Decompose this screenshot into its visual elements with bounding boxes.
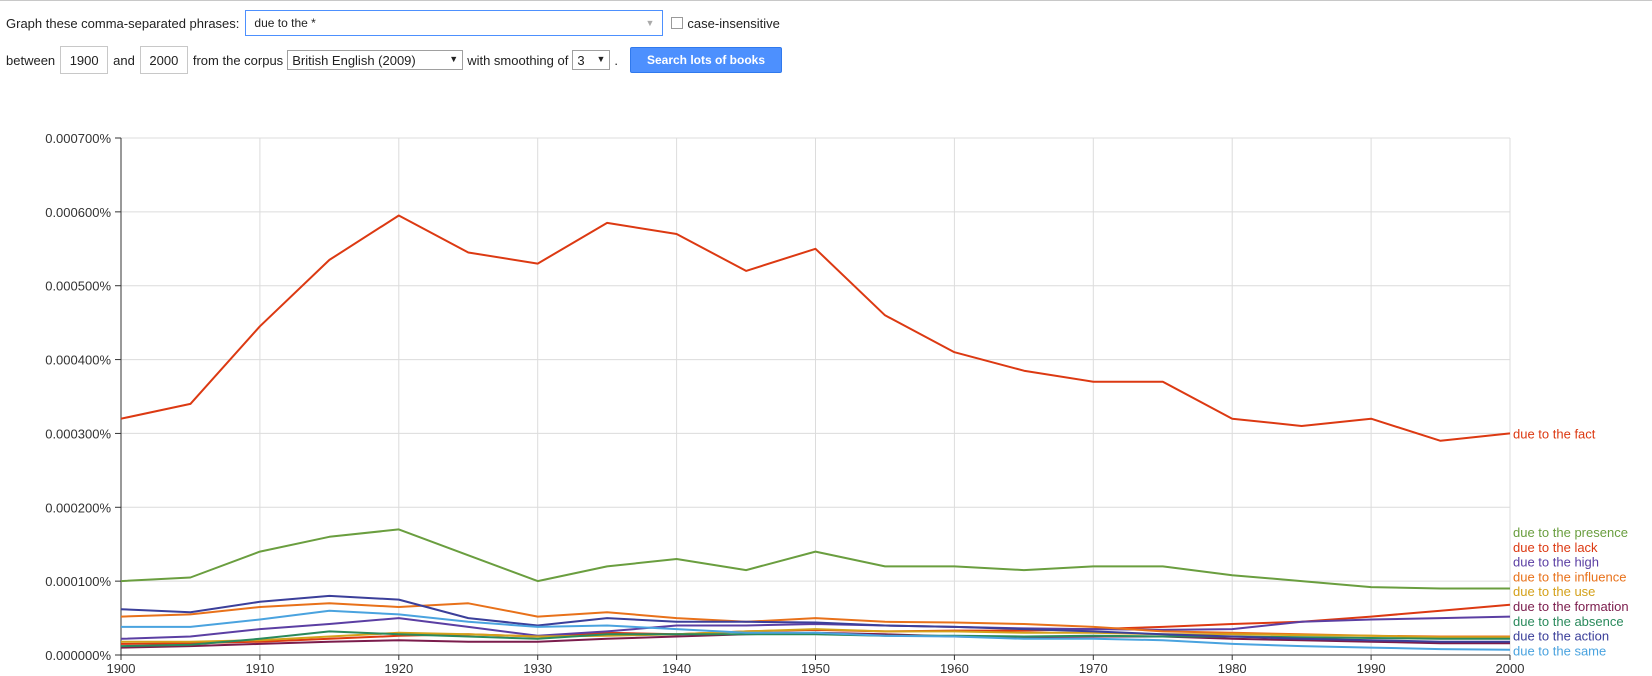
series-line-8 bbox=[120, 594, 1510, 643]
x-tick-label: 2000 bbox=[1496, 661, 1525, 676]
phrase-input[interactable]: due to the * ▼ bbox=[245, 10, 664, 36]
x-tick-label: 1950 bbox=[801, 661, 830, 676]
series-line-9 bbox=[121, 609, 1511, 651]
series-line-4 bbox=[120, 602, 1510, 638]
corpus-select[interactable]: British English (2009) ▼ bbox=[287, 50, 464, 70]
smoothing-select-value: 3 bbox=[577, 52, 585, 68]
chevron-down-icon: ▼ bbox=[596, 54, 606, 64]
legend-label: due to the presence bbox=[1513, 525, 1628, 540]
between-label: between bbox=[6, 52, 56, 68]
y-tick-label: 0.000200% bbox=[45, 500, 111, 515]
series-line-5 bbox=[121, 628, 1510, 643]
y-tick-label: 0.000100% bbox=[45, 574, 111, 589]
x-tick-label: 1970 bbox=[1079, 661, 1108, 676]
top-border bbox=[0, 0, 1652, 1]
y-tick-label: 0.000300% bbox=[45, 426, 111, 441]
x-tick-label: 1910 bbox=[245, 661, 274, 676]
case-insensitive-label: case-insensitive bbox=[687, 15, 780, 31]
y-tick-label: 0.000700% bbox=[45, 131, 111, 146]
x-tick-label: 1960 bbox=[940, 661, 969, 676]
y-tick-label: 0.000600% bbox=[45, 205, 111, 220]
x-tick-label: 1980 bbox=[1218, 661, 1247, 676]
smoothing-label: with smoothing of bbox=[467, 52, 569, 68]
y-tick-label: 0.000400% bbox=[45, 353, 111, 368]
legend-label: due to the high bbox=[1513, 555, 1599, 570]
legend-label: due to the action bbox=[1513, 629, 1609, 644]
legend-label: due to the formation bbox=[1513, 599, 1629, 614]
options-row: between 1900 and 2000 from the corpus Br… bbox=[6, 46, 782, 74]
prompt-label: Graph these comma-separated phrases: bbox=[6, 15, 240, 31]
and-label: and bbox=[113, 52, 135, 68]
search-button[interactable]: Search lots of books bbox=[629, 47, 782, 73]
start-year-input[interactable]: 1900 bbox=[60, 46, 109, 74]
legend-label: due to the absence bbox=[1513, 614, 1624, 629]
legend-label: due to the same bbox=[1513, 643, 1606, 658]
corpus-select-value: British English (2009) bbox=[292, 52, 416, 68]
phrase-input-value: due to the * bbox=[254, 16, 316, 30]
query-row: Graph these comma-separated phrases: due… bbox=[6, 9, 780, 37]
legend-label: due to the fact bbox=[1513, 426, 1596, 441]
y-tick-label: 0.000500% bbox=[45, 279, 111, 294]
end-year-input[interactable]: 2000 bbox=[139, 46, 188, 74]
legend-label: due to the use bbox=[1513, 584, 1595, 599]
legend-label: due to the influence bbox=[1513, 569, 1626, 584]
case-insensitive-checkbox[interactable] bbox=[671, 17, 684, 29]
series-line-0 bbox=[120, 214, 1511, 442]
chevron-down-icon: ▼ bbox=[449, 54, 459, 64]
chevron-down-icon[interactable]: ▼ bbox=[645, 18, 655, 28]
x-tick-label: 1940 bbox=[662, 661, 691, 676]
series-line-3 bbox=[120, 615, 1511, 640]
corpus-label: from the corpus bbox=[192, 52, 284, 68]
period-label: . bbox=[614, 52, 618, 68]
x-tick-label: 1990 bbox=[1357, 661, 1386, 676]
smoothing-select[interactable]: 3 ▼ bbox=[572, 50, 611, 70]
y-tick-label: 0.000000% bbox=[45, 648, 111, 663]
x-tick-label: 1930 bbox=[523, 661, 552, 676]
legend-label: due to the lack bbox=[1513, 540, 1598, 555]
x-tick-label: 1900 bbox=[107, 661, 136, 676]
series-line-1 bbox=[120, 528, 1510, 590]
x-tick-label: 1920 bbox=[384, 661, 413, 676]
